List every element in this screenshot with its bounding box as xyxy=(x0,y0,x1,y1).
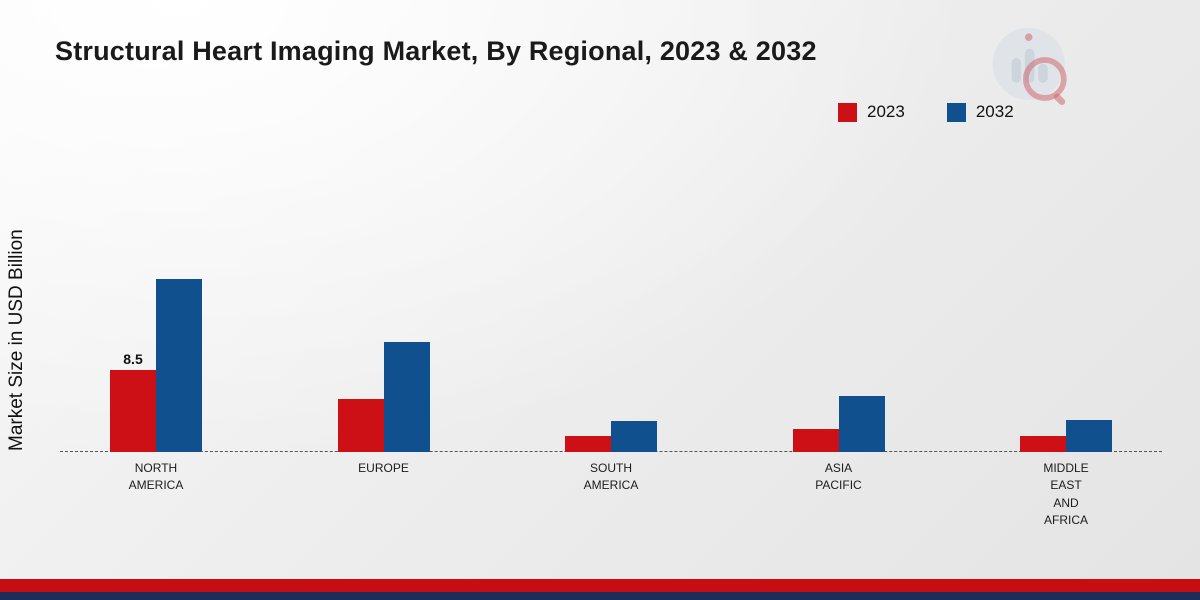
x-axis-label-north-america: NORTH AMERICA xyxy=(128,461,184,493)
x-axis-label-middle-east-and-africa: MIDDLE EAST AND AFRICA xyxy=(1043,461,1089,528)
bar-2032-south-america xyxy=(611,421,657,452)
bar-2023-middle-east-and-africa xyxy=(1020,436,1066,452)
bar-2032-north-america xyxy=(156,279,202,452)
legend-label-2032: 2032 xyxy=(975,102,1014,121)
bar-2023-north-america xyxy=(110,370,156,452)
legend-swatch-2032 xyxy=(946,102,966,122)
x-axis-label-south-america: SOUTH AMERICA xyxy=(583,461,639,493)
bar-2023-asia-pacific xyxy=(792,429,839,452)
bar-value-label: 8.5 xyxy=(123,351,143,367)
chart-title: Structural Heart Imaging Market, By Regi… xyxy=(55,36,817,66)
legend: 2023 2032 xyxy=(838,102,1014,122)
brand-logo-watermark xyxy=(992,27,1067,106)
legend-item-2023: 2023 xyxy=(838,102,905,122)
bar-2032-asia-pacific xyxy=(838,396,885,452)
footer-navy-stripe xyxy=(0,592,1200,600)
bar-2023-south-america xyxy=(565,436,611,452)
legend-swatch-2023 xyxy=(838,102,857,122)
bar-2032-middle-east-and-africa xyxy=(1066,420,1112,452)
bar-2023-europe xyxy=(337,399,384,452)
x-axis-label-asia-pacific: ASIA PACIFIC xyxy=(815,461,862,493)
legend-item-2032: 2032 xyxy=(946,102,1014,122)
x-axis-label-europe: EUROPE xyxy=(358,461,409,475)
footer-red-stripe xyxy=(0,579,1200,592)
legend-label-2023: 2023 xyxy=(867,102,905,121)
bar-2032-europe xyxy=(383,342,430,452)
